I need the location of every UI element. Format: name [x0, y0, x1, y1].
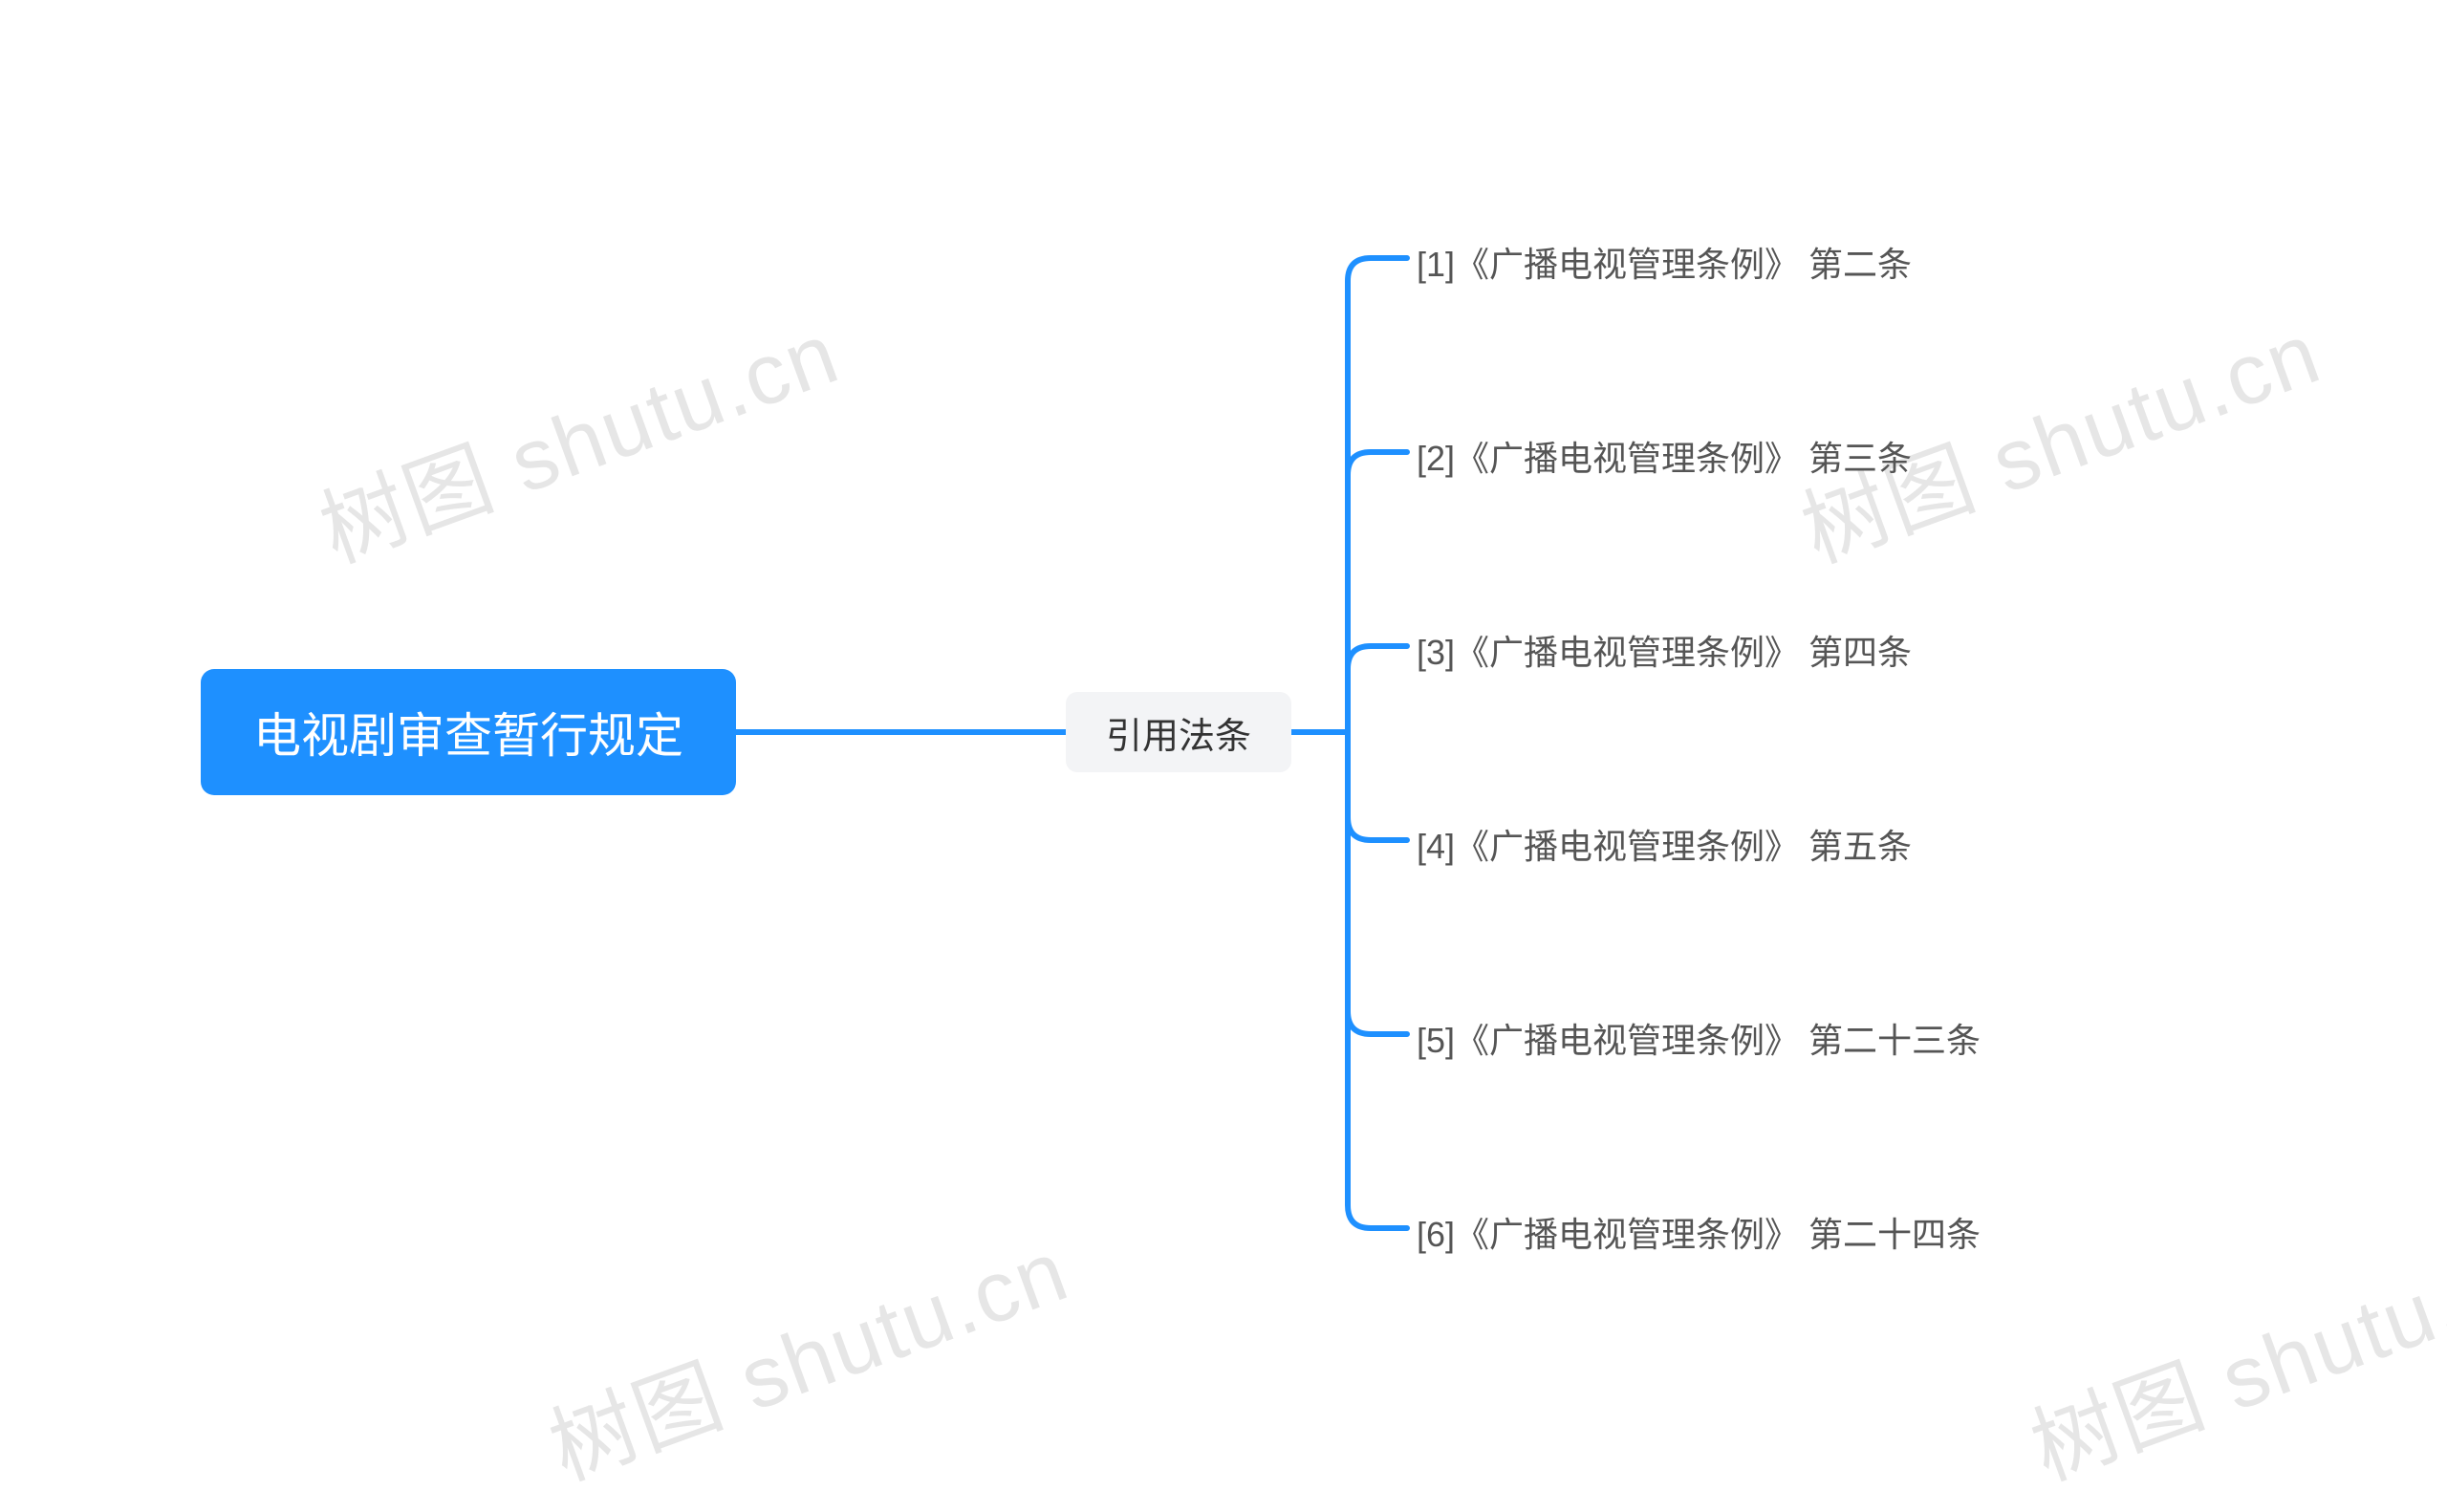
leaf-node[interactable]: [3]《广播电视管理条例》 第四条: [1417, 625, 1912, 675]
leaf-node[interactable]: [5]《广播电视管理条例》 第二十三条: [1417, 1013, 1981, 1063]
leaf-label: [3]《广播电视管理条例》 第四条: [1417, 633, 1912, 672]
leaf-label: [6]《广播电视管理条例》 第二十四条: [1417, 1215, 1981, 1254]
watermark: 树图 shutu.cn: [2012, 1201, 2447, 1503]
leaf-label: [4]《广播电视管理条例》 第五条: [1417, 827, 1912, 866]
sub-node[interactable]: 引用法条: [1066, 692, 1291, 772]
leaf-label: [2]《广播电视管理条例》 第三条: [1417, 439, 1912, 478]
leaf-node[interactable]: [6]《广播电视管理条例》 第二十四条: [1417, 1207, 1981, 1257]
leaf-label: [1]《广播电视管理条例》 第二条: [1417, 245, 1912, 284]
leaf-node[interactable]: [1]《广播电视管理条例》 第二条: [1417, 237, 1912, 287]
leaf-node[interactable]: [2]《广播电视管理条例》 第三条: [1417, 431, 1912, 481]
root-node[interactable]: 电视剧审查暂行规定: [201, 669, 736, 795]
root-label: 电视剧审查暂行规定: [253, 698, 683, 767]
leaf-label: [5]《广播电视管理条例》 第二十三条: [1417, 1021, 1981, 1060]
sub-label: 引用法条: [1106, 706, 1251, 759]
watermark: 树图 shutu.cn: [301, 284, 853, 586]
watermark: 树图 shutu.cn: [531, 1201, 1082, 1503]
leaf-node[interactable]: [4]《广播电视管理条例》 第五条: [1417, 819, 1912, 869]
